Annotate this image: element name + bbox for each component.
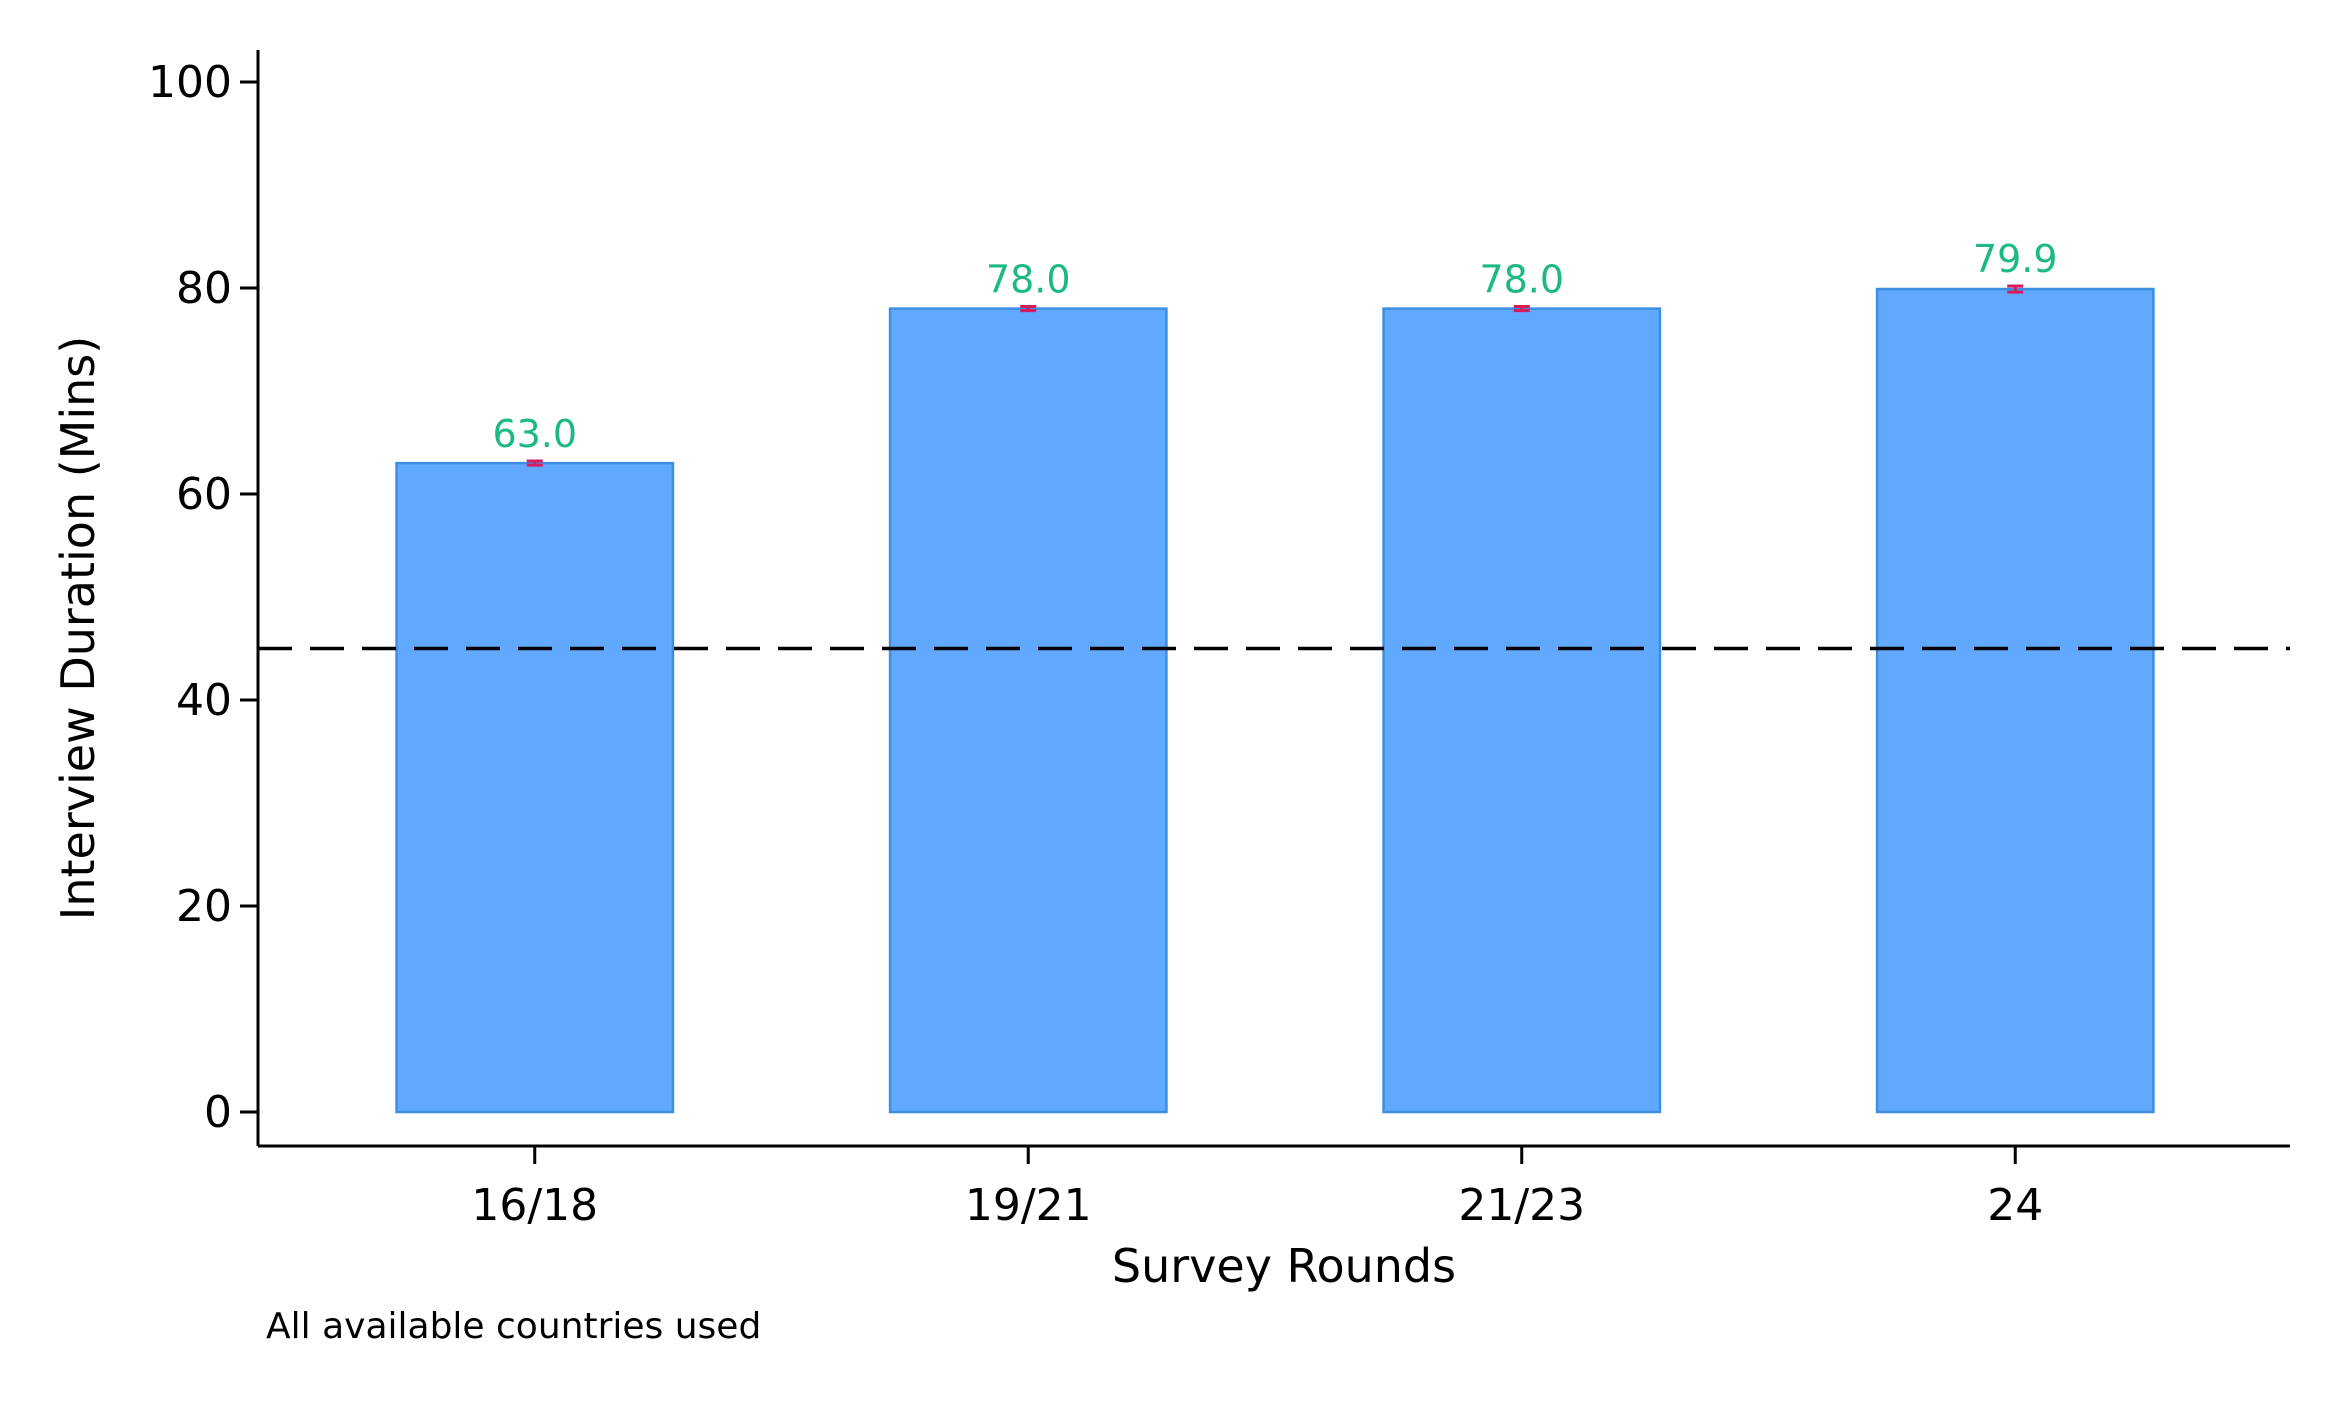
data-label: 78.0 xyxy=(986,258,1071,302)
error-bars-layer xyxy=(526,284,2024,467)
x-tick-label: 21/23 xyxy=(1458,1180,1585,1231)
data-label: 78.0 xyxy=(1479,258,1564,302)
data-label: 79.9 xyxy=(1973,237,2058,281)
y-tick-label: 40 xyxy=(176,675,232,726)
y-tick-label: 20 xyxy=(176,881,232,932)
bar xyxy=(888,307,1168,1114)
data-labels-layer: 63.0 78.0 78.0 79.9 xyxy=(492,237,2057,456)
bar xyxy=(395,461,675,1114)
y-ticks-layer: 0 20 40 60 80 100 xyxy=(148,57,258,1138)
error-bar xyxy=(1513,305,1530,313)
error-bar xyxy=(2007,284,2024,294)
bar xyxy=(1382,307,1662,1114)
x-tick-label: 19/21 xyxy=(965,1180,1092,1231)
y-tick-label: 100 xyxy=(148,57,232,108)
x-tick-label: 16/18 xyxy=(471,1180,598,1231)
bars-layer xyxy=(395,287,2155,1114)
bar xyxy=(1875,287,2155,1114)
error-bar xyxy=(1020,305,1037,313)
error-bar xyxy=(526,459,543,467)
data-label: 63.0 xyxy=(492,412,577,456)
y-tick-label: 0 xyxy=(204,1087,232,1138)
x-axis-title: Survey Rounds xyxy=(1112,1239,1456,1293)
x-tick-label: 24 xyxy=(1987,1180,2043,1231)
y-axis-title: Interview Duration (Mins) xyxy=(51,336,105,920)
y-tick-label: 60 xyxy=(176,469,232,520)
x-ticks-layer: 16/18 19/21 21/23 24 xyxy=(471,1146,2043,1231)
y-tick-label: 80 xyxy=(176,263,232,314)
chart-note: All available countries used xyxy=(266,1306,761,1347)
